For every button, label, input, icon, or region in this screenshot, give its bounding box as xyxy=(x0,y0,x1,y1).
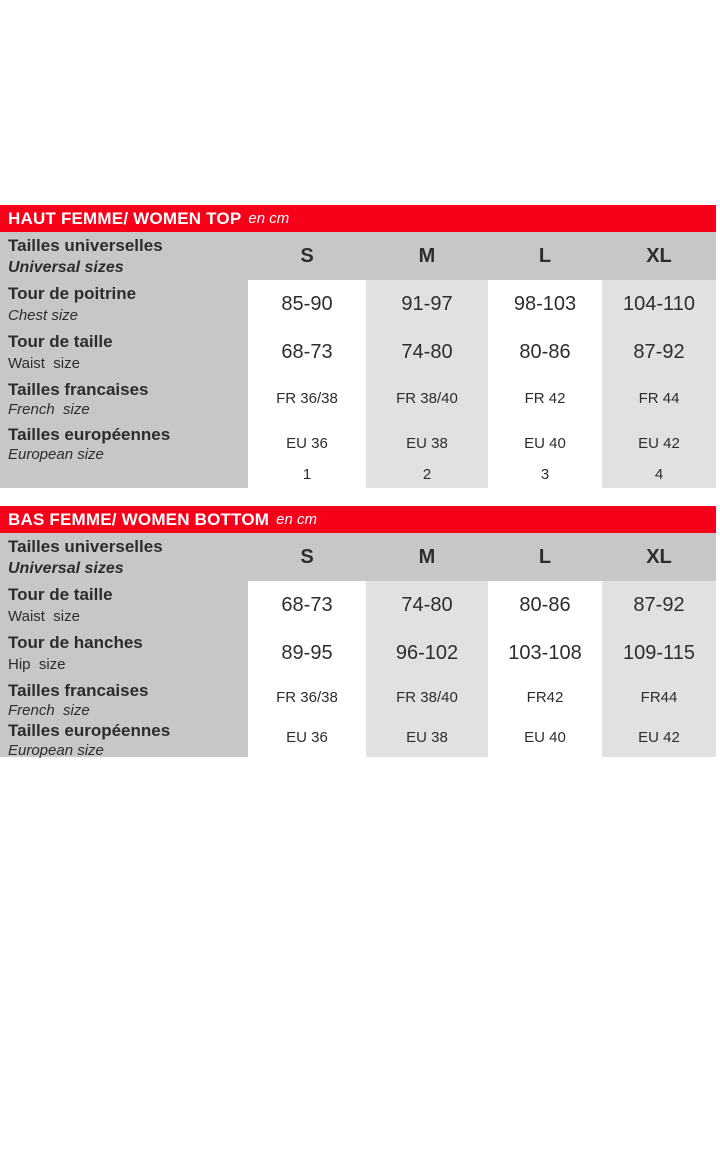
cell-value: 109-115 xyxy=(602,629,716,677)
table-header-row: Tailles universelles Universal sizes S M… xyxy=(0,232,716,280)
row-label-empty xyxy=(0,466,248,488)
cell-value: 104-110 xyxy=(602,280,716,328)
row-label-en: European size xyxy=(8,742,104,759)
row-label-en: Hip size xyxy=(8,656,66,673)
row-label-fr: Tailles européennes xyxy=(8,721,171,740)
cell-value: EU 38 xyxy=(366,717,488,757)
cell-value: FR44 xyxy=(602,677,716,717)
cell-value: 68-73 xyxy=(248,581,366,629)
cell-value: 74-80 xyxy=(366,328,488,376)
cell-value: FR 36/38 xyxy=(248,376,366,421)
row-label: Tailles européennes European size xyxy=(0,717,248,759)
table-row-european-size: Tailles européennes European size EU 36 … xyxy=(0,421,716,466)
cell-value: 89-95 xyxy=(248,629,366,677)
cell-value: EU 40 xyxy=(488,421,602,466)
cell-value: 103-108 xyxy=(488,629,602,677)
cell-value: 80-86 xyxy=(488,328,602,376)
size-header-l: L xyxy=(538,244,552,267)
row-label-fr: Tailles européennes xyxy=(8,425,171,444)
row-label-en: Waist size xyxy=(8,608,80,625)
row-label-fr: Tailles francaises xyxy=(8,380,149,399)
table-row-hip: Tour de hanches Hip size 89-95 96-102 10… xyxy=(0,629,716,677)
row-label-en: European size xyxy=(8,446,104,463)
size-table-women-bottom: BAS FEMME/ WOMEN BOTTOM en cm Tailles un… xyxy=(0,506,716,759)
row-label-en: French size xyxy=(8,401,90,418)
row-label: Tour de taille Waist size xyxy=(0,328,248,376)
cell-value: 96-102 xyxy=(366,629,488,677)
row-label: Tailles européennes European size xyxy=(0,421,248,466)
row-label-fr: Tour de taille xyxy=(8,585,113,604)
row-label-fr: Tour de taille xyxy=(8,332,113,351)
cell-value: 87-92 xyxy=(602,328,716,376)
cell-value: 68-73 xyxy=(248,328,366,376)
size-header-xl: XL xyxy=(646,545,672,568)
size-header-l: L xyxy=(538,545,552,568)
cell-value: EU 38 xyxy=(366,421,488,466)
cell-value: 4 xyxy=(602,466,716,488)
table-row-french-size: Tailles francaises French size FR 36/38 … xyxy=(0,677,716,719)
table-unit-label: en cm xyxy=(276,511,318,528)
row-label-en: Chest size xyxy=(8,307,79,324)
cell-value: 98-103 xyxy=(488,280,602,328)
cell-value: FR 38/40 xyxy=(366,677,488,717)
cell-value: 2 xyxy=(366,466,488,488)
row-label-fr: Tour de poitrine xyxy=(8,284,137,303)
row-label-fr: Tour de hanches xyxy=(8,633,143,652)
size-header-s: S xyxy=(300,545,314,568)
size-header-m: M xyxy=(418,244,436,267)
cell-value: 80-86 xyxy=(488,581,602,629)
cell-value: FR 36/38 xyxy=(248,677,366,717)
table-header-row: Tailles universelles Universal sizes S M… xyxy=(0,533,716,581)
table-row-size-number: 1 2 3 4 xyxy=(0,466,716,488)
cell-value: FR 38/40 xyxy=(366,376,488,421)
cell-value: EU 40 xyxy=(488,717,602,757)
cell-value: FR 44 xyxy=(602,376,716,421)
size-header-s: S xyxy=(300,244,314,267)
table-title: HAUT FEMME/ WOMEN TOP xyxy=(8,208,242,228)
cell-value: FR42 xyxy=(488,677,602,717)
size-header-xl: XL xyxy=(646,244,672,267)
cell-value: 3 xyxy=(488,466,602,488)
table-unit-label: en cm xyxy=(248,210,290,227)
cell-value: EU 36 xyxy=(248,717,366,757)
size-table-women-top: HAUT FEMME/ WOMEN TOP en cm Tailles univ… xyxy=(0,205,716,488)
cell-value: 91-97 xyxy=(366,280,488,328)
header-label-en: Universal sizes xyxy=(8,259,124,276)
table-title: BAS FEMME/ WOMEN BOTTOM xyxy=(8,509,270,529)
row-label-en: French size xyxy=(8,702,90,719)
header-label-fr: Tailles universelles xyxy=(8,537,163,556)
table-title-bar: HAUT FEMME/ WOMEN TOP en cm xyxy=(0,205,716,232)
row-label: Tour de hanches Hip size xyxy=(0,629,248,677)
table-row-european-size: Tailles européennes European size EU 36 … xyxy=(0,717,716,759)
table-row-waist: Tour de taille Waist size 68-73 74-80 80… xyxy=(0,581,716,629)
table-title-bar: BAS FEMME/ WOMEN BOTTOM en cm xyxy=(0,506,716,533)
row-label: Tailles francaises French size xyxy=(0,677,248,719)
row-label-en: Waist size xyxy=(8,355,80,372)
table-row-chest: Tour de poitrine Chest size 85-90 91-97 … xyxy=(0,280,716,328)
cell-value: 74-80 xyxy=(366,581,488,629)
cell-value: 85-90 xyxy=(248,280,366,328)
size-header-m: M xyxy=(418,545,436,568)
cell-value: EU 42 xyxy=(602,421,716,466)
header-label-cell: Tailles universelles Universal sizes xyxy=(0,232,248,280)
cell-value: FR 42 xyxy=(488,376,602,421)
row-label-fr: Tailles francaises xyxy=(8,681,149,700)
header-label-cell: Tailles universelles Universal sizes xyxy=(0,533,248,581)
cell-value: 87-92 xyxy=(602,581,716,629)
row-label: Tour de poitrine Chest size xyxy=(0,280,248,328)
row-label: Tour de taille Waist size xyxy=(0,581,248,629)
header-label-en: Universal sizes xyxy=(8,560,124,577)
table-row-french-size: Tailles francaises French size FR 36/38 … xyxy=(0,376,716,421)
cell-value: EU 36 xyxy=(248,421,366,466)
header-label-fr: Tailles universelles xyxy=(8,236,163,255)
cell-value: EU 42 xyxy=(602,717,716,757)
cell-value: 1 xyxy=(248,466,366,488)
table-row-waist: Tour de taille Waist size 68-73 74-80 80… xyxy=(0,328,716,376)
row-label: Tailles francaises French size xyxy=(0,376,248,421)
